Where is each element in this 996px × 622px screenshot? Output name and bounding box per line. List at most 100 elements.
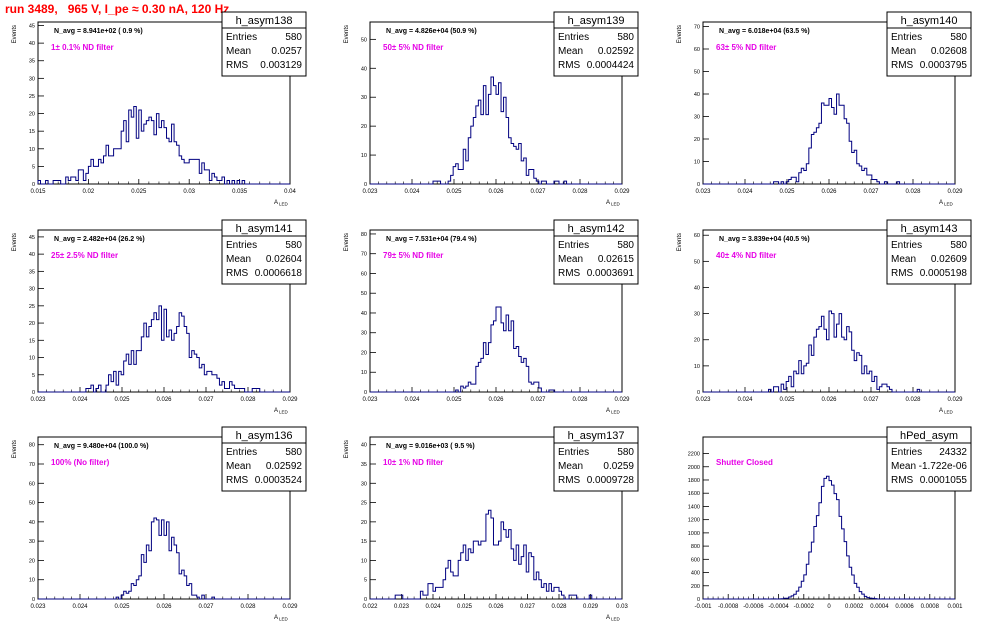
y-tick-label: 25	[361, 501, 367, 507]
stat-mean-value: 0.0257	[271, 46, 302, 57]
x-tick-label: -0.0006	[743, 604, 764, 610]
stat-entries-label: Entries	[891, 32, 922, 43]
stat-mean-label: Mean	[558, 461, 583, 472]
y-axis-label: Events	[12, 25, 18, 43]
x-tick-label: 0.001	[947, 604, 963, 610]
x-tick-label: -0.0008	[718, 604, 739, 610]
x-tick-label: 0.024	[737, 189, 753, 195]
y-tick-label: 80	[361, 232, 367, 238]
y-tick-label: 60	[361, 271, 367, 277]
stat-mean-value: 0.02608	[931, 46, 968, 57]
stat-mean-label: Mean	[226, 461, 251, 472]
stat-entries-label: Entries	[226, 447, 257, 458]
stat-rms-value: 0.0009728	[587, 475, 635, 486]
stat-mean-value: -1.722e-06	[919, 461, 968, 472]
y-tick-label: 200	[691, 584, 700, 590]
y-tick-label: 5	[32, 373, 35, 379]
stat-rms-label: RMS	[891, 60, 914, 71]
y-tick-label: 70	[29, 462, 35, 468]
x-tick-label: 0.027	[198, 397, 214, 403]
stat-entries-value: 580	[950, 240, 967, 251]
x-tick-label: 0.029	[947, 397, 963, 403]
x-tick-label: 0.025	[131, 189, 147, 195]
histogram-panel-h_asym143: 0.023 0.024 0.025 0.026 0.027 0.028 0.029 0 10 20…	[677, 219, 972, 415]
stat-mean-label: Mean	[558, 46, 583, 57]
histogram-name: h_asym138	[236, 15, 293, 27]
stat-mean-value: 0.02609	[931, 254, 968, 265]
x-tick-label: 0.025	[779, 397, 795, 403]
x-tick-label: 0.023	[394, 604, 410, 610]
x-tick-label: 0.028	[240, 397, 256, 403]
x-tick-label: 0.015	[30, 189, 46, 195]
y-tick-label: 15	[361, 539, 367, 545]
y-tick-label: 20	[361, 124, 367, 130]
x-axis-label: ALED	[274, 615, 289, 622]
histogram-name: h_asym137	[568, 430, 625, 442]
stat-entries-label: Entries	[558, 240, 589, 251]
x-axis-label: ALED	[939, 408, 954, 415]
y-tick-label: 5	[32, 164, 35, 170]
x-axis-label: ALED	[274, 200, 289, 207]
x-tick-label: 0.028	[572, 189, 588, 195]
y-tick-label: 60	[694, 47, 700, 53]
y-tick-label: 40	[694, 285, 700, 291]
stat-rms-value: 0.0003795	[920, 60, 968, 71]
filter-label: 100% (No filter)	[51, 458, 110, 467]
filter-label: 1± 0.1% ND filter	[51, 43, 114, 52]
x-tick-label: 0.024	[404, 189, 420, 195]
x-tick-label: 0.0006	[895, 604, 914, 610]
stat-mean-label: Mean	[891, 46, 916, 57]
navg-label: N_avg = 9.016e+03 ( 9.5 %)	[386, 443, 475, 450]
x-tick-label: 0.029	[583, 604, 599, 610]
stat-rms-value: 0.0003691	[587, 268, 635, 279]
stat-mean-label: Mean	[226, 254, 251, 265]
y-tick-label: 50	[361, 291, 367, 297]
y-tick-label: 40	[361, 66, 367, 72]
x-tick-label: 0.024	[72, 397, 88, 403]
histogram-panel-h_asym137: 0.022 0.023 0.024 0.025 0.026 0.027 0.028 0.029…	[344, 426, 639, 622]
stat-rms-label: RMS	[891, 268, 914, 279]
x-tick-label: -0.0004	[768, 604, 789, 610]
y-tick-label: 30	[694, 115, 700, 121]
y-tick-label: 0	[697, 390, 700, 396]
y-tick-label: 10	[694, 160, 700, 166]
x-tick-label: 0.028	[572, 397, 588, 403]
stat-mean-value: 0.0259	[603, 461, 634, 472]
stat-mean-value: 0.02615	[598, 254, 635, 265]
stats-box	[221, 442, 307, 492]
x-tick-label: 0.028	[551, 604, 567, 610]
x-tick-label: 0.0004	[870, 604, 889, 610]
stats-box	[553, 27, 639, 77]
y-tick-label: 20	[29, 321, 35, 327]
y-tick-label: 70	[361, 252, 367, 258]
y-tick-label: 10	[361, 558, 367, 564]
x-tick-label: 0.029	[947, 189, 963, 195]
x-axis-label: ALED	[606, 615, 621, 622]
filter-label: 10± 1% ND filter	[383, 458, 443, 467]
y-tick-label: 0	[32, 182, 35, 188]
y-tick-label: 0	[697, 597, 700, 603]
y-axis-label: Events	[12, 233, 18, 251]
navg-label: N_avg = 9.480e+04 (100.0 %)	[54, 443, 149, 450]
y-tick-label: 60	[694, 233, 700, 239]
y-tick-label: 10	[29, 147, 35, 153]
stat-rms-label: RMS	[891, 475, 914, 486]
y-tick-label: 45	[29, 235, 35, 241]
y-tick-label: 30	[29, 76, 35, 82]
stat-entries-label: Entries	[891, 447, 922, 458]
x-tick-label: 0.0008	[921, 604, 940, 610]
x-axis-label: ALED	[606, 408, 621, 415]
x-tick-label: 0	[827, 604, 831, 610]
x-tick-label: 0.026	[488, 189, 504, 195]
y-axis-label: Events	[344, 233, 350, 251]
y-axis-label: Events	[344, 440, 350, 458]
y-tick-label: 5	[364, 578, 367, 584]
stat-entries-value: 580	[285, 447, 302, 458]
x-tick-label: 0.028	[905, 189, 921, 195]
stat-rms-value: 0.0005198	[920, 268, 968, 279]
histogram-name: h_asym136	[236, 430, 293, 442]
y-tick-label: 35	[361, 462, 367, 468]
y-tick-label: 0	[32, 597, 35, 603]
y-tick-label: 25	[29, 304, 35, 310]
